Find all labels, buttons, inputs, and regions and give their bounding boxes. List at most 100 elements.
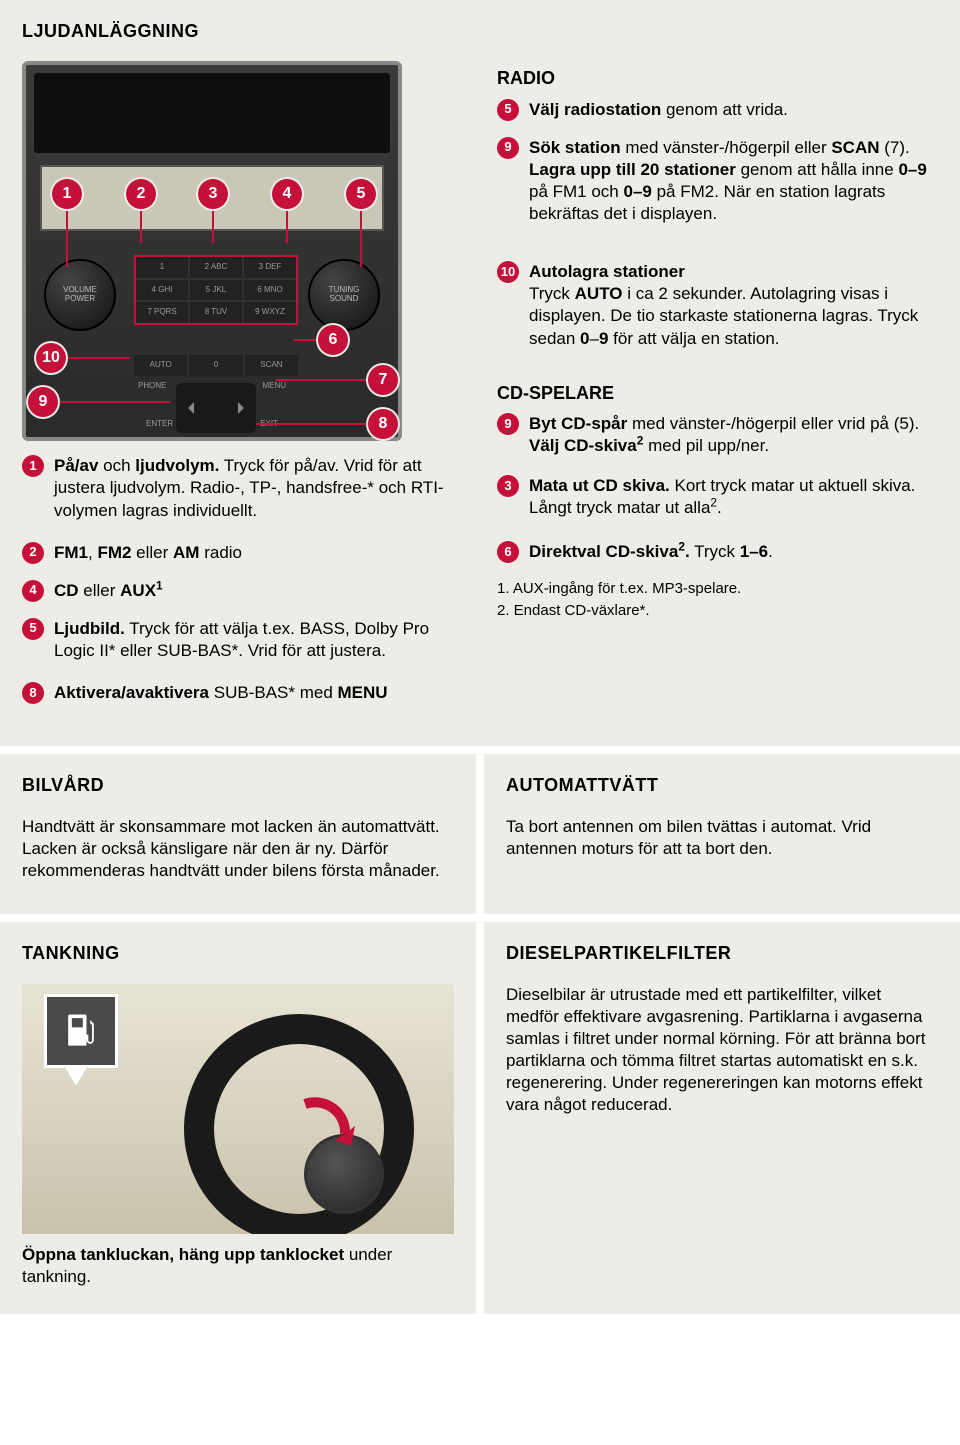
numbered-item: 9 Sök station med vänster-/högerpil eller… <box>497 137 938 225</box>
radio-heading: RADIO <box>497 67 938 90</box>
audio-right-col: RADIO 5 Välj radiostation genom att vrida… <box>497 61 938 720</box>
nav-pad <box>176 383 256 433</box>
tuning-knob: TUNING SOUND <box>308 259 380 331</box>
keypad: 12 ABC3 DEF 4 GHI5 JKL6 MNO 7 PQRS8 TUV9 W… <box>134 255 298 324</box>
phone-label: PHONE <box>138 381 166 391</box>
knob-label-bottom: SOUND <box>330 294 359 303</box>
leader <box>276 379 370 381</box>
numbered-item-text: Byt CD-spår med vänster-/högerpil eller … <box>529 413 938 457</box>
leader <box>256 423 370 425</box>
number-badge: 2 <box>22 542 44 564</box>
knob-label-bottom: POWER <box>65 294 95 303</box>
section-autowash: AUTOMATTVÄTT Ta bort antennen om bilen t… <box>484 754 960 914</box>
numbered-item: 6 Direktval CD-skiva2. Tryck 1–6. <box>497 541 938 563</box>
volume-knob: VOLUME POWER <box>44 259 116 331</box>
volume-knob-label: VOLUME POWER <box>63 287 97 305</box>
audio-columns: VOLUME POWER TUNING SOUND 12 ABC3 DEF4 G… <box>22 61 938 720</box>
diesel-title: DIESELPARTIKELFILTER <box>506 942 938 965</box>
section-tank: TANKNING Öppna tankluckan, häng upp tank… <box>0 922 476 1314</box>
pointer-icon <box>64 1066 88 1086</box>
keypad-key: 2 ABC <box>190 257 242 277</box>
leader <box>360 207 362 267</box>
number-badge: 6 <box>497 541 519 563</box>
number-badge: 10 <box>497 261 519 283</box>
numbered-item: 4 CD eller AUX1 <box>22 580 463 602</box>
audio-left-col: VOLUME POWER TUNING SOUND 12 ABC3 DEF4 G… <box>22 61 463 720</box>
numbered-item-text: Välj radiostation genom att vrida. <box>529 99 938 121</box>
cd-heading: CD-SPELARE <box>497 382 938 405</box>
numbered-item-text: Aktivera/avaktivera SUB-BAS* med MENU <box>54 682 463 704</box>
tank-illustration <box>22 984 454 1234</box>
number-badge: 8 <box>22 682 44 704</box>
numbered-item-text: FM1, FM2 eller AM radio <box>54 542 463 564</box>
footnotes: 1. AUX-ingång för t.ex. MP3-spelare. 2. … <box>497 579 938 620</box>
leader <box>64 357 130 359</box>
numbered-item: 1 På/av och ljudvolym. Tryck för på/av. V… <box>22 455 463 521</box>
enter-label: ENTER <box>146 419 173 429</box>
leader <box>66 207 68 267</box>
keypad-key: 5 JKL <box>190 280 242 300</box>
tuning-knob-label: TUNING SOUND <box>329 287 360 305</box>
leader <box>286 207 288 243</box>
number-badge: 4 <box>22 580 44 602</box>
diesel-body: Dieselbilar är utrustade med ett partike… <box>506 984 938 1117</box>
number-badge: 9 <box>497 137 519 159</box>
arrow-icon <box>290 1094 360 1164</box>
number-badge: 3 <box>497 475 519 497</box>
keypad-key: 3 DEF <box>244 257 296 277</box>
autowash-body: Ta bort antennen om bilen tvättas i auto… <box>506 816 938 860</box>
numbered-item: 10 Autolagra stationerTryck AUTO i ca 2 s… <box>497 261 938 349</box>
numbered-item-text: Direktval CD-skiva2. Tryck 1–6. <box>529 541 938 563</box>
leader <box>56 401 170 403</box>
cd-slot <box>34 73 390 153</box>
leader <box>140 207 142 243</box>
numbered-item: 5 Välj radiostation genom att vrida. <box>497 99 938 121</box>
numbered-item-text: CD eller AUX1 <box>54 580 463 602</box>
keypad-row2: AUTO0SCAN <box>134 355 298 375</box>
keypad-key: 4 GHI <box>136 280 188 300</box>
section-diesel: DIESELPARTIKELFILTER Dieselbilar är utru… <box>484 922 960 1314</box>
footnote-1: 1. AUX-ingång för t.ex. MP3-spelare. <box>497 579 938 599</box>
numbered-item: 9 Byt CD-spår med vänster-/högerpil eller… <box>497 413 938 457</box>
numbered-item: 3 Mata ut CD skiva. Kort tryck matar ut a… <box>497 475 938 519</box>
row-carcare: BILVÅRD Handtvätt är skonsammare mot lac… <box>0 754 960 914</box>
keypad-key: 8 TUV <box>190 302 242 322</box>
knob-label-top: VOLUME <box>63 286 97 295</box>
number-badge: 9 <box>497 413 519 435</box>
keypad-key: SCAN <box>245 355 298 375</box>
keypad-key: 7 PQRS <box>136 302 188 322</box>
row-tank-diesel: TANKNING Öppna tankluckan, häng upp tank… <box>0 922 960 1314</box>
section-carcare: BILVÅRD Handtvätt är skonsammare mot lac… <box>0 754 476 914</box>
keypad-key: AUTO <box>134 355 187 375</box>
numbered-item-text: På/av och ljudvolym. Tryck för på/av. Vr… <box>54 455 463 521</box>
console-body: VOLUME POWER TUNING SOUND 12 ABC3 DEF 4 G… <box>22 61 402 441</box>
carcare-title: BILVÅRD <box>22 774 454 797</box>
keypad-key: 1 <box>136 257 188 277</box>
keypad-key: 9 WXYZ <box>244 302 296 322</box>
keypad-key: 6 MNO <box>244 280 296 300</box>
numbered-item: 2 FM1, FM2 eller AM radio <box>22 542 463 564</box>
fuel-pump-icon <box>59 1009 103 1053</box>
numbered-item: 8 Aktivera/avaktivera SUB-BAS* med MENU <box>22 682 463 704</box>
menu-label: MENU <box>262 381 286 391</box>
numbered-item-text: Ljudbild. Tryck för att välja t.ex. BASS… <box>54 618 463 662</box>
knob-label-top: TUNING <box>329 286 360 295</box>
carcare-body: Handtvätt är skonsammare mot lacken än a… <box>22 816 454 882</box>
fuel-icon-box <box>44 994 118 1068</box>
numbered-item-text: Autolagra stationerTryck AUTO i ca 2 sek… <box>529 261 938 349</box>
numbered-item-text: Mata ut CD skiva. Kort tryck matar ut ak… <box>529 475 938 519</box>
audio-left-items: 1 På/av och ljudvolym. Tryck för på/av. V… <box>22 455 463 704</box>
leader <box>212 207 214 243</box>
tank-caption: Öppna tankluckan, häng upp tanklocket un… <box>22 1244 454 1288</box>
radio-items: 5 Välj radiostation genom att vrida. 9 Sök … <box>497 99 938 350</box>
section-audio-title: LJUDANLÄGGNING <box>22 20 938 43</box>
number-badge: 1 <box>22 455 44 477</box>
keypad-key: 0 <box>189 355 242 375</box>
number-badge: 5 <box>22 618 44 640</box>
autowash-title: AUTOMATTVÄTT <box>506 774 938 797</box>
page-root: LJUDANLÄGGNING VOLUME POWER <box>0 0 960 1314</box>
cd-items: 9 Byt CD-spår med vänster-/högerpil eller… <box>497 413 938 563</box>
numbered-item-text: Sök station med vänster-/högerpil eller … <box>529 137 938 225</box>
numbered-item: 5 Ljudbild. Tryck för att välja t.ex. BAS… <box>22 618 463 662</box>
number-badge: 5 <box>497 99 519 121</box>
